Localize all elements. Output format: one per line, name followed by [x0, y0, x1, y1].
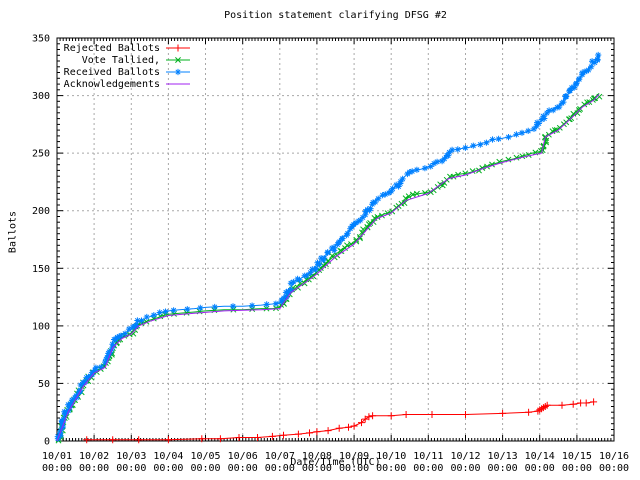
svg-text:10/15: 10/15 [562, 451, 592, 462]
svg-text:00:00: 00:00 [376, 463, 406, 474]
svg-text:10/13: 10/13 [488, 451, 518, 462]
legend-sample-received-ballots [166, 68, 190, 76]
svg-text:250: 250 [32, 149, 50, 160]
svg-text:150: 150 [32, 264, 50, 275]
svg-text:00:00: 00:00 [116, 463, 146, 474]
svg-text:00:00: 00:00 [339, 463, 369, 474]
svg-text:00:00: 00:00 [525, 463, 555, 474]
svg-text:10/05: 10/05 [190, 451, 220, 462]
legend: Rejected Ballots Vote Tallied, Received … [57, 42, 191, 90]
tick-labels: 05010015020025030035010/0100:0010/0200:0… [32, 34, 629, 475]
svg-text:10/08: 10/08 [302, 451, 332, 462]
svg-text:0: 0 [44, 437, 50, 448]
legend-sample-acknowledgements [166, 83, 190, 85]
svg-text:10/12: 10/12 [450, 451, 480, 462]
svg-text:00:00: 00:00 [599, 463, 629, 474]
legend-label-vote-tallied: Vote Tallied, [81, 54, 160, 66]
svg-text:50: 50 [38, 379, 50, 390]
svg-text:10/03: 10/03 [116, 451, 146, 462]
legend-sample-vote-tallied [166, 57, 190, 63]
chart-title: Position statement clarifying DFSG #2 [224, 10, 447, 21]
svg-text:100: 100 [32, 321, 50, 332]
svg-text:00:00: 00:00 [413, 463, 443, 474]
legend-label-received-ballots: Received Ballots [63, 66, 160, 78]
legend-row-vote-tallied: Vote Tallied, [57, 54, 191, 66]
legend-row-rejected-ballots: Rejected Ballots [57, 42, 191, 54]
svg-text:10/06: 10/06 [228, 451, 258, 462]
series-acknowledgements [56, 94, 600, 442]
svg-text:10/14: 10/14 [525, 451, 555, 462]
svg-text:00:00: 00:00 [450, 463, 480, 474]
legend-label-acknowledgements: Acknowledgements [63, 78, 160, 90]
svg-text:00:00: 00:00 [153, 463, 183, 474]
svg-text:00:00: 00:00 [42, 463, 72, 474]
svg-text:200: 200 [32, 206, 50, 217]
svg-text:00:00: 00:00 [302, 463, 332, 474]
svg-text:10/07: 10/07 [265, 451, 295, 462]
svg-text:10/10: 10/10 [376, 451, 406, 462]
series-rejected-ballots [83, 398, 598, 444]
svg-text:10/02: 10/02 [79, 451, 109, 462]
svg-text:10/01: 10/01 [42, 451, 72, 462]
svg-text:00:00: 00:00 [228, 463, 258, 474]
gridlines [57, 38, 614, 441]
svg-text:00:00: 00:00 [562, 463, 592, 474]
legend-sample-rejected-ballots [166, 44, 190, 52]
legend-row-acknowledgements: Acknowledgements [57, 78, 191, 90]
svg-text:350: 350 [32, 34, 50, 45]
legend-row-received-ballots: Received Ballots [57, 66, 191, 78]
svg-text:00:00: 00:00 [265, 463, 295, 474]
axis-ticks [56, 37, 615, 442]
svg-text:00:00: 00:00 [190, 463, 220, 474]
svg-text:10/04: 10/04 [153, 451, 183, 462]
svg-text:10/09: 10/09 [339, 451, 369, 462]
svg-text:10/16: 10/16 [599, 451, 629, 462]
svg-text:300: 300 [32, 91, 50, 102]
plot-border [56, 37, 615, 442]
legend-label-rejected-ballots: Rejected Ballots [63, 42, 160, 54]
svg-text:00:00: 00:00 [79, 463, 109, 474]
y-axis-label: Ballots [7, 210, 19, 254]
svg-text:00:00: 00:00 [488, 463, 518, 474]
x-axis-label: Date/Time (UTC) [290, 457, 381, 468]
svg-text:10/11: 10/11 [413, 451, 443, 462]
